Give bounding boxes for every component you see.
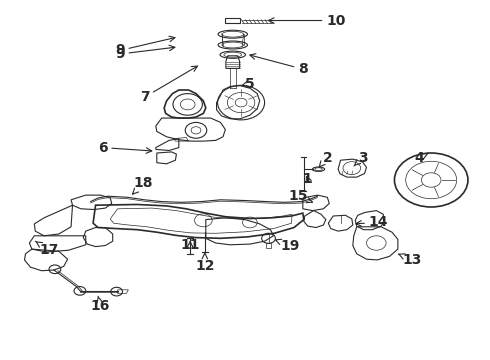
- Text: 9: 9: [115, 45, 175, 61]
- Text: 9: 9: [115, 36, 175, 57]
- Text: 4: 4: [414, 151, 428, 165]
- Text: 17: 17: [35, 241, 59, 257]
- Text: 18: 18: [133, 176, 153, 194]
- Text: 3: 3: [354, 151, 368, 166]
- Text: 19: 19: [275, 239, 300, 252]
- Text: 2: 2: [318, 151, 332, 167]
- Text: 8: 8: [250, 54, 308, 76]
- Text: 16: 16: [91, 296, 110, 313]
- Text: 6: 6: [98, 141, 152, 154]
- Text: 14: 14: [356, 216, 388, 229]
- Text: 7: 7: [140, 66, 197, 104]
- Text: 13: 13: [399, 253, 422, 267]
- Text: 15: 15: [288, 189, 313, 203]
- Text: 5: 5: [242, 77, 255, 90]
- Text: 12: 12: [195, 253, 215, 273]
- Text: 11: 11: [180, 238, 200, 252]
- Text: 1: 1: [303, 172, 313, 186]
- Text: 10: 10: [269, 14, 345, 27]
